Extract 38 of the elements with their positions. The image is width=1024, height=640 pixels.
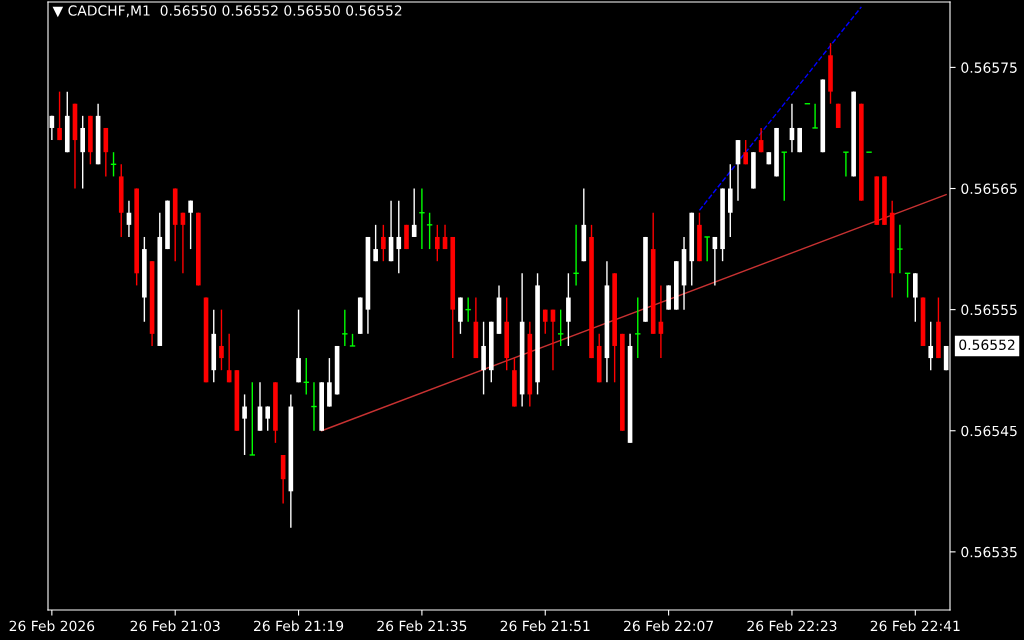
candlestick bbox=[780, 151, 788, 202]
y-tick-label: 0.56545 bbox=[961, 425, 1017, 437]
candlestick bbox=[557, 308, 565, 347]
y-tick-label: 0.56565 bbox=[961, 183, 1017, 194]
x-tick-label: 26 Feb 21:35 bbox=[377, 620, 467, 632]
candlestick bbox=[435, 224, 440, 262]
candlestick bbox=[242, 393, 247, 456]
candlestick bbox=[426, 212, 434, 250]
candlestick bbox=[396, 199, 402, 274]
x-tick-label: 26 Feb 21:03 bbox=[130, 620, 220, 632]
x-tick-label: 26 Feb 22:41 bbox=[870, 620, 960, 632]
candlestick bbox=[248, 381, 256, 456]
x-tick-label: 26 Feb 21:51 bbox=[500, 620, 590, 632]
candlestick bbox=[542, 308, 548, 335]
candlestick bbox=[57, 90, 62, 141]
candlestick bbox=[411, 187, 417, 238]
candlestick bbox=[381, 224, 386, 262]
candlestick bbox=[188, 199, 193, 250]
chart-title: ▼ CADCHF,M1 0.56550 0.56552 0.56550 0.56552 bbox=[52, 5, 402, 18]
y-tick-label: 0.56575 bbox=[961, 62, 1017, 73]
x-tick-label: 26 Feb 21:19 bbox=[254, 620, 344, 632]
candlestick bbox=[928, 321, 934, 371]
x-tick-label: 26 Feb 22:23 bbox=[747, 620, 837, 632]
candlestick bbox=[896, 224, 904, 274]
candlestick bbox=[842, 151, 850, 178]
candlestick bbox=[341, 308, 349, 347]
candlestick bbox=[265, 405, 271, 432]
x-tick-label: 26 Feb 22:07 bbox=[624, 620, 713, 632]
candlestick bbox=[811, 103, 819, 129]
x-tick-label: 26 Feb 2026 bbox=[9, 620, 95, 632]
candlestick bbox=[743, 139, 749, 165]
y-tick-label: 0.56535 bbox=[961, 546, 1017, 558]
candlestick bbox=[703, 236, 711, 262]
candlestick bbox=[373, 224, 378, 262]
candlestick bbox=[219, 308, 224, 371]
text: 0.56552 bbox=[959, 339, 1015, 350]
y-tick-label: 0.56555 bbox=[961, 304, 1017, 316]
candlestick bbox=[634, 296, 642, 359]
